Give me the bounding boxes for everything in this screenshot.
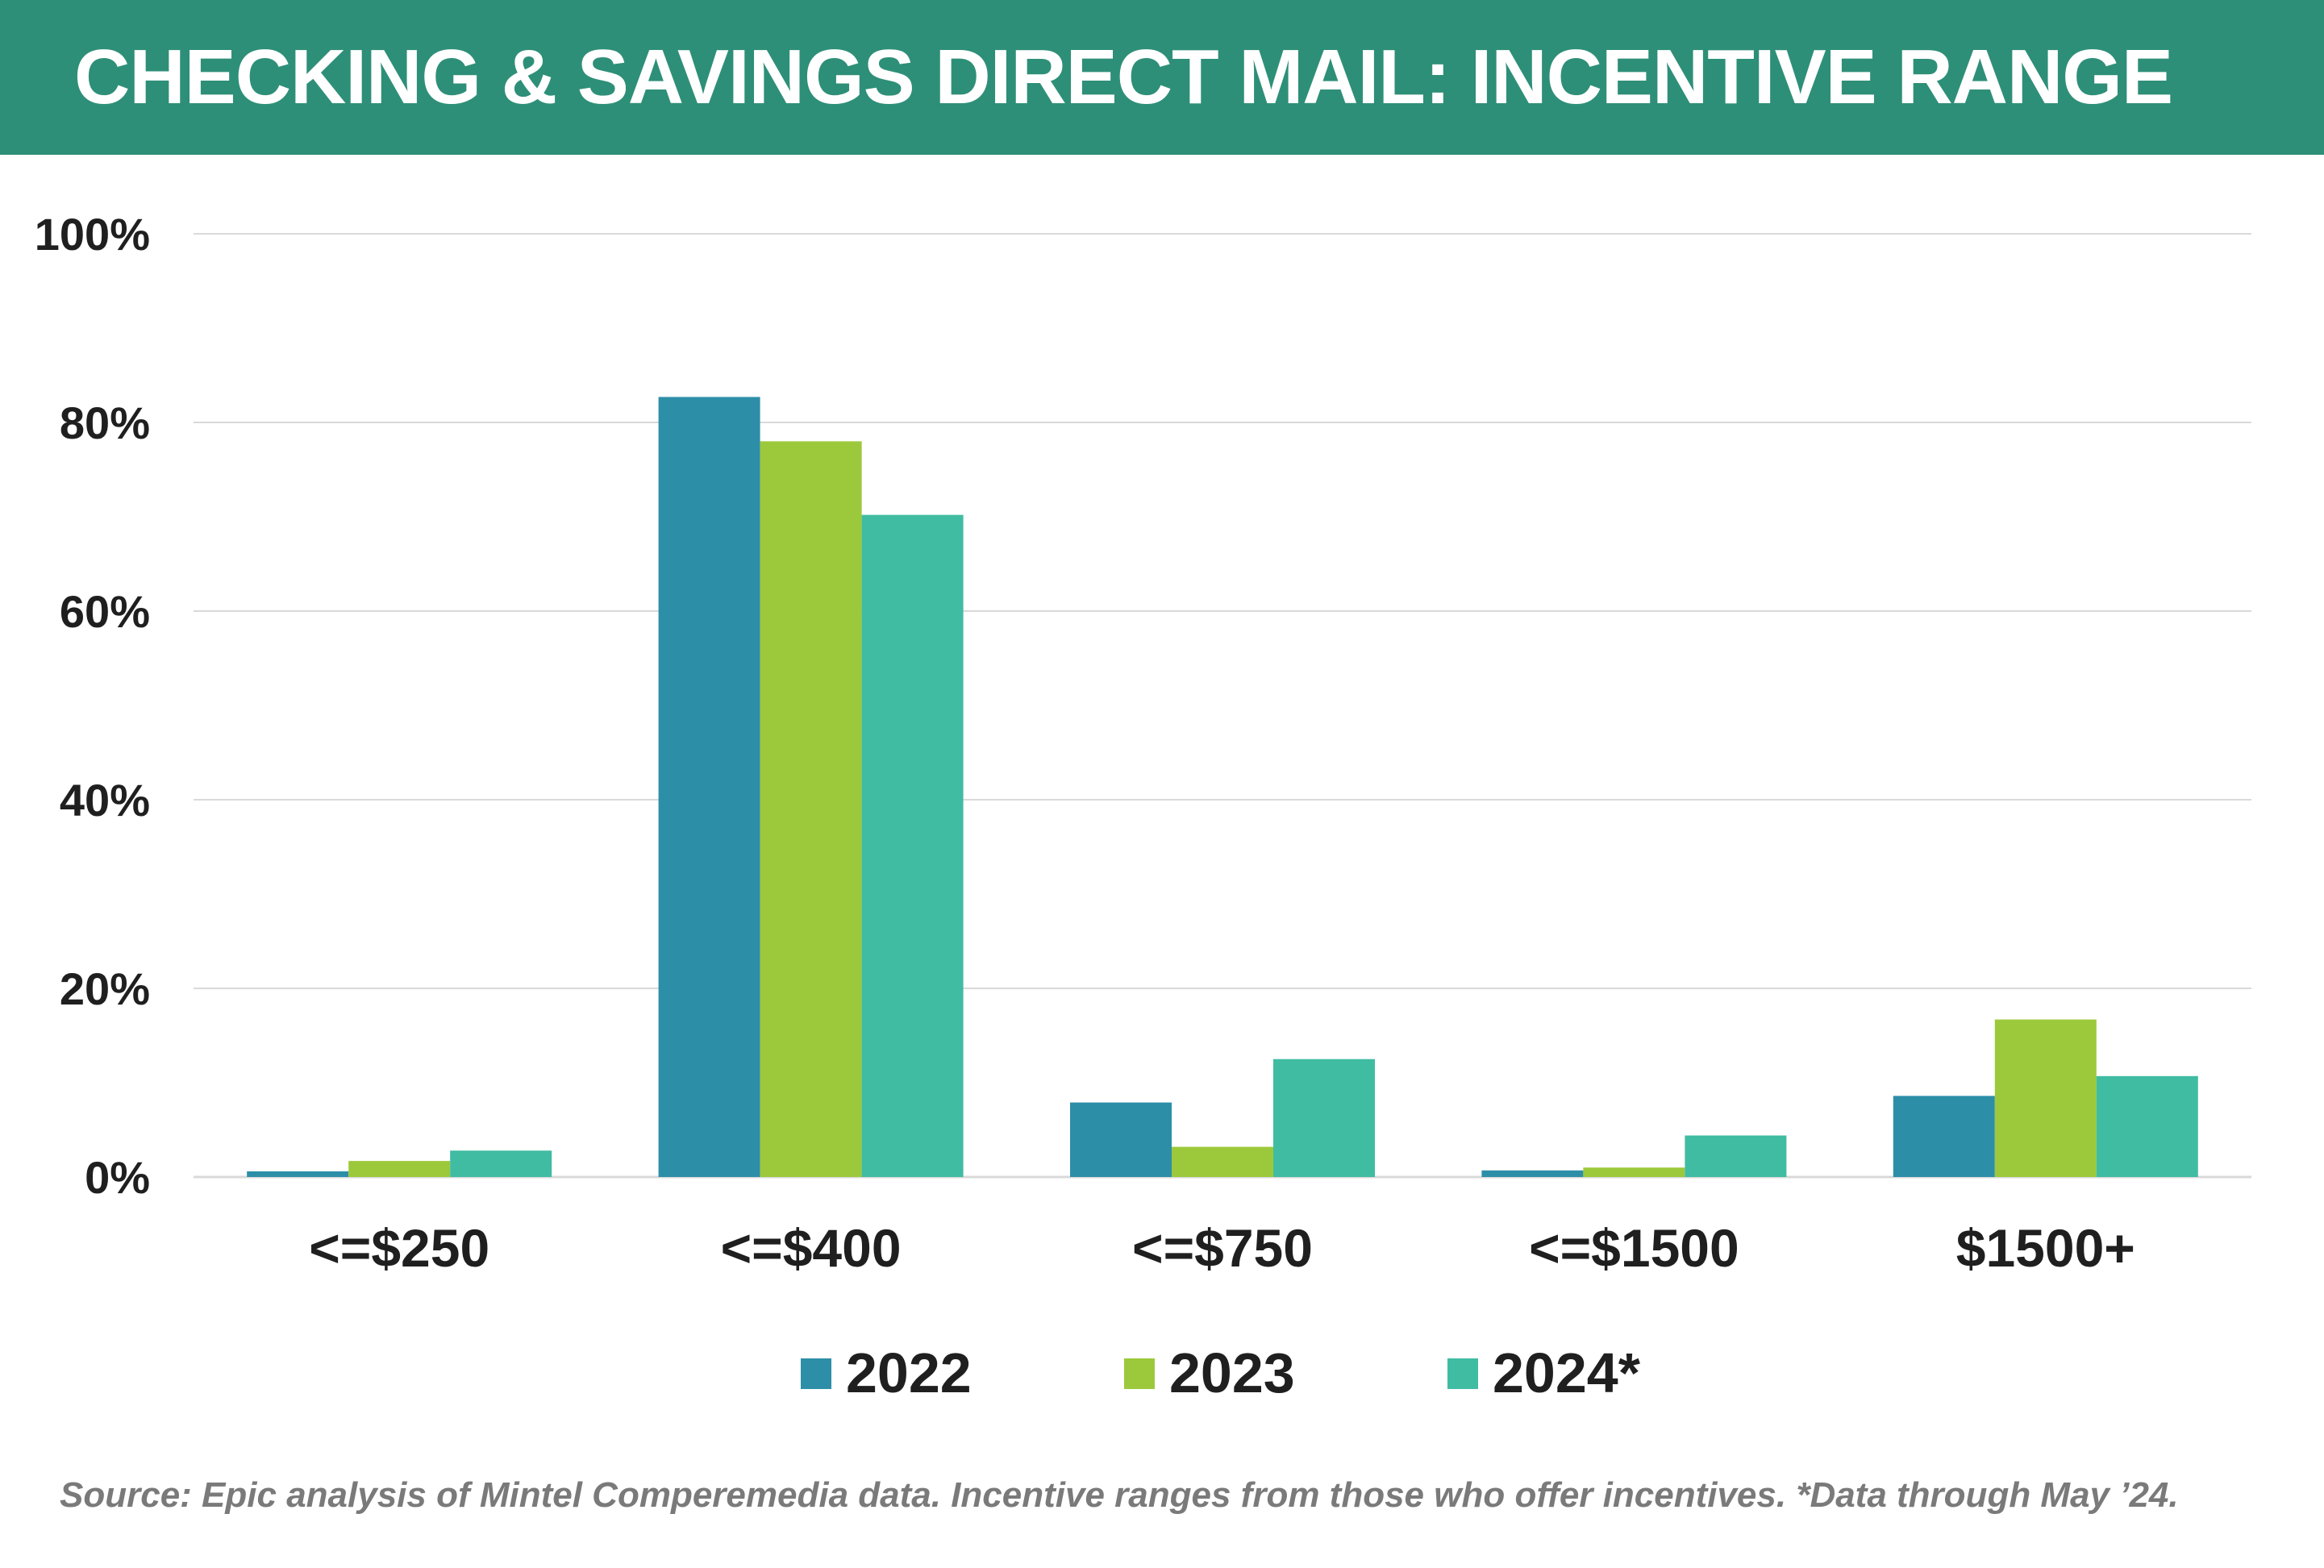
y-tick-label: 40% xyxy=(60,775,150,826)
y-axis-tick-labels: 0% 20% 40% 60% 80% 100% xyxy=(35,209,150,1203)
x-tick-label: <=$750 xyxy=(1132,1218,1313,1278)
y-tick-label: 0% xyxy=(85,1152,150,1203)
title-bar: CHECKING & SAVINGS DIRECT MAIL: INCENTIV… xyxy=(0,0,2324,155)
y-tick-label: 60% xyxy=(60,586,150,637)
legend: 2022 2023 2024* xyxy=(801,1341,1641,1404)
bar-2022-3 xyxy=(1481,1170,1584,1177)
bar-2024-3 xyxy=(1685,1135,1787,1177)
x-tick-label: <=$400 xyxy=(721,1218,902,1278)
x-tick-label: <=$250 xyxy=(309,1218,489,1278)
bar-2022-2 xyxy=(1070,1102,1172,1177)
chart-title: CHECKING & SAVINGS DIRECT MAIL: INCENTIV… xyxy=(74,34,2173,120)
bar-2022-4 xyxy=(1893,1096,1995,1177)
legend-label: 2022 xyxy=(846,1341,972,1404)
legend-swatch xyxy=(1124,1358,1155,1389)
bar-2023-1 xyxy=(760,441,862,1177)
y-tick-label: 100% xyxy=(35,209,150,260)
bar-2023-0 xyxy=(348,1161,451,1177)
legend-swatch xyxy=(801,1358,831,1389)
gridlines xyxy=(194,233,2251,1179)
bar-2022-0 xyxy=(247,1171,349,1177)
bar-2024-1 xyxy=(861,514,964,1177)
x-tick-label: <=$1500 xyxy=(1529,1218,1739,1278)
bar-2022-1 xyxy=(658,397,760,1177)
source-note: Source: Epic analysis of Mintel Comperem… xyxy=(60,1475,2179,1515)
bar-2024-4 xyxy=(2096,1075,2198,1177)
bar-2023-4 xyxy=(1994,1019,2097,1177)
y-tick-label: 20% xyxy=(60,963,150,1014)
bar-2023-3 xyxy=(1583,1167,1685,1177)
legend-label: 2024* xyxy=(1493,1341,1641,1404)
x-tick-label: $1500+ xyxy=(1956,1218,2135,1278)
bar-2024-2 xyxy=(1273,1059,1375,1177)
y-tick-label: 80% xyxy=(60,397,150,448)
bar-2024-0 xyxy=(450,1150,552,1177)
x-axis-tick-labels: <=$250 <=$400 <=$750 <=$1500 $1500+ xyxy=(309,1218,2135,1278)
legend-swatch xyxy=(1447,1358,1478,1389)
bar-2023-2 xyxy=(1172,1146,1273,1177)
legend-label: 2023 xyxy=(1169,1341,1295,1404)
bars xyxy=(247,397,2198,1177)
